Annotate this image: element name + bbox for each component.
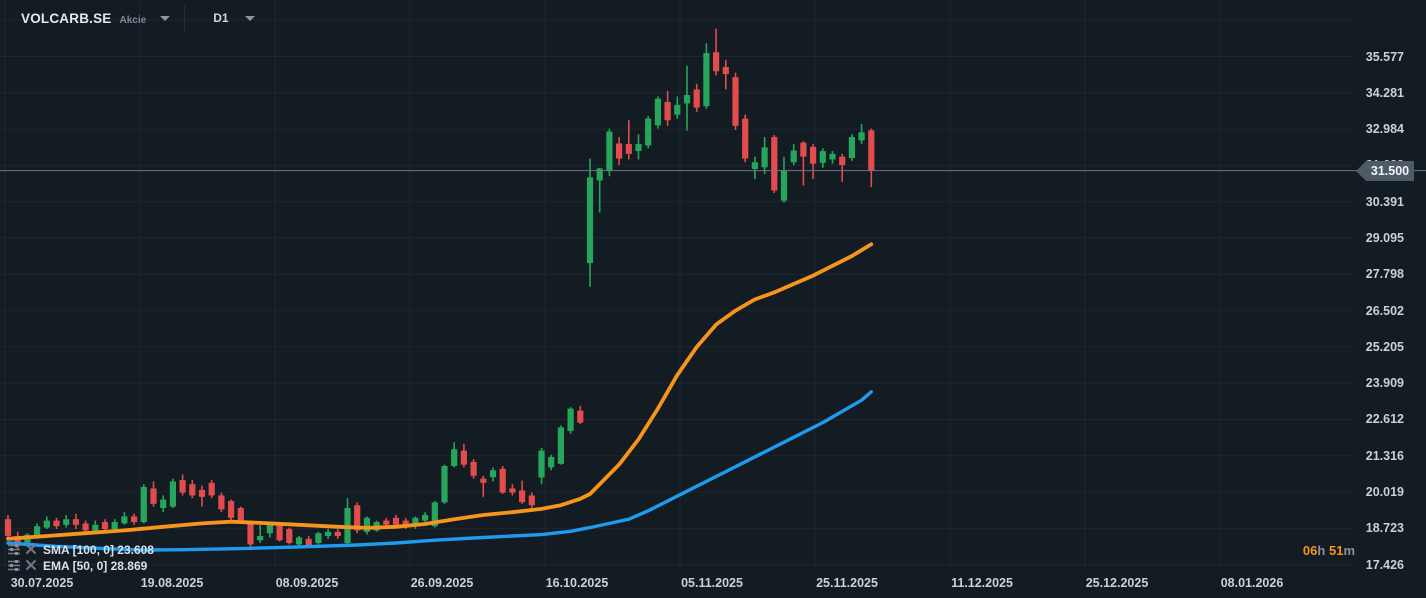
price-axis-label[interactable]: 27.798 xyxy=(1365,267,1404,282)
price-axis-label[interactable]: 20.019 xyxy=(1365,485,1404,500)
countdown-minutes: 51 xyxy=(1328,543,1344,558)
time-axis-label[interactable]: 26.09.2025 xyxy=(410,576,474,590)
time-axis-label[interactable]: 05.11.2025 xyxy=(681,576,743,590)
price-axis[interactable]: 35.57734.28132.98431.68830.39129.09527.7… xyxy=(1352,0,1426,598)
ema-line xyxy=(6,242,874,541)
price-axis-label[interactable]: 29.095 xyxy=(1365,230,1404,245)
symbol-type-badge: Akcie xyxy=(119,14,147,26)
countdown-minutes-unit: m xyxy=(1343,543,1355,558)
session-countdown: 06h 51m xyxy=(1303,543,1355,558)
toolbar-divider xyxy=(184,5,186,31)
countdown-hours: 06 xyxy=(1302,543,1318,558)
timeframe-selector[interactable]: D1 xyxy=(185,11,268,25)
indicator-settings-icon[interactable] xyxy=(7,543,21,556)
time-axis-label[interactable]: 25.12.2025 xyxy=(1085,576,1149,590)
chevron-down-icon xyxy=(160,15,171,21)
indicator-label: SMA [100, 0] 23.608 xyxy=(43,542,154,557)
price-axis-label[interactable]: 17.426 xyxy=(1365,557,1404,572)
sma-line xyxy=(6,390,873,552)
time-axis-label[interactable]: 19.08.2025 xyxy=(140,576,204,590)
time-axis-label[interactable]: 25.11.2025 xyxy=(816,576,878,590)
time-axis-label[interactable]: 11.12.2025 xyxy=(951,576,1013,590)
chevron-down-icon xyxy=(244,15,255,21)
price-axis-label[interactable]: 32.984 xyxy=(1365,122,1404,137)
price-axis-label[interactable]: 25.205 xyxy=(1365,339,1404,354)
timeframe-label: D1 xyxy=(213,11,229,25)
price-axis-label[interactable]: 23.909 xyxy=(1365,376,1404,391)
indicator-remove-icon[interactable] xyxy=(25,543,39,556)
indicator-remove-icon[interactable] xyxy=(25,559,39,572)
candles-series xyxy=(4,28,875,551)
time-axis-label[interactable]: 30.07.2025 xyxy=(10,576,74,590)
symbol-name: VOLCARB.SE xyxy=(21,10,112,26)
time-axis-label[interactable]: 16.10.2025 xyxy=(545,576,609,590)
price-axis-label[interactable]: 30.391 xyxy=(1365,194,1404,209)
price-axis-label[interactable]: 34.281 xyxy=(1365,85,1404,100)
price-axis-label[interactable]: 26.502 xyxy=(1365,303,1404,318)
current-price-tag: 31.500 xyxy=(1356,160,1414,181)
indicator-legend: SMA [100, 0] 23.608 EMA [50, 0] 28.869 xyxy=(7,542,154,574)
symbol-selector[interactable]: VOLCARB.SE Akcie xyxy=(0,11,184,26)
indicator-row-ema: EMA [50, 0] 28.869 xyxy=(7,558,154,573)
price-axis-label[interactable]: 21.316 xyxy=(1365,448,1404,463)
time-axis-label[interactable]: 08.09.2025 xyxy=(275,576,339,590)
indicator-settings-icon[interactable] xyxy=(7,559,21,572)
chart-toolbar: VOLCARB.SE Akcie D1 xyxy=(0,0,269,36)
countdown-hours-unit: h xyxy=(1317,543,1326,558)
time-axis-label[interactable]: 08.01.2026 xyxy=(1220,576,1284,590)
indicator-row-sma: SMA [100, 0] 23.608 xyxy=(7,542,154,557)
grid-lines xyxy=(0,0,1352,570)
indicator-label: EMA [50, 0] 28.869 xyxy=(43,558,148,573)
price-axis-label[interactable]: 35.577 xyxy=(1365,49,1404,64)
price-axis-label[interactable]: 18.723 xyxy=(1365,521,1404,536)
price-axis-label[interactable]: 22.612 xyxy=(1365,412,1404,427)
time-axis[interactable]: 30.07.2025 19.08.2025 08.09.2025 26.09.2025… xyxy=(0,572,1426,598)
